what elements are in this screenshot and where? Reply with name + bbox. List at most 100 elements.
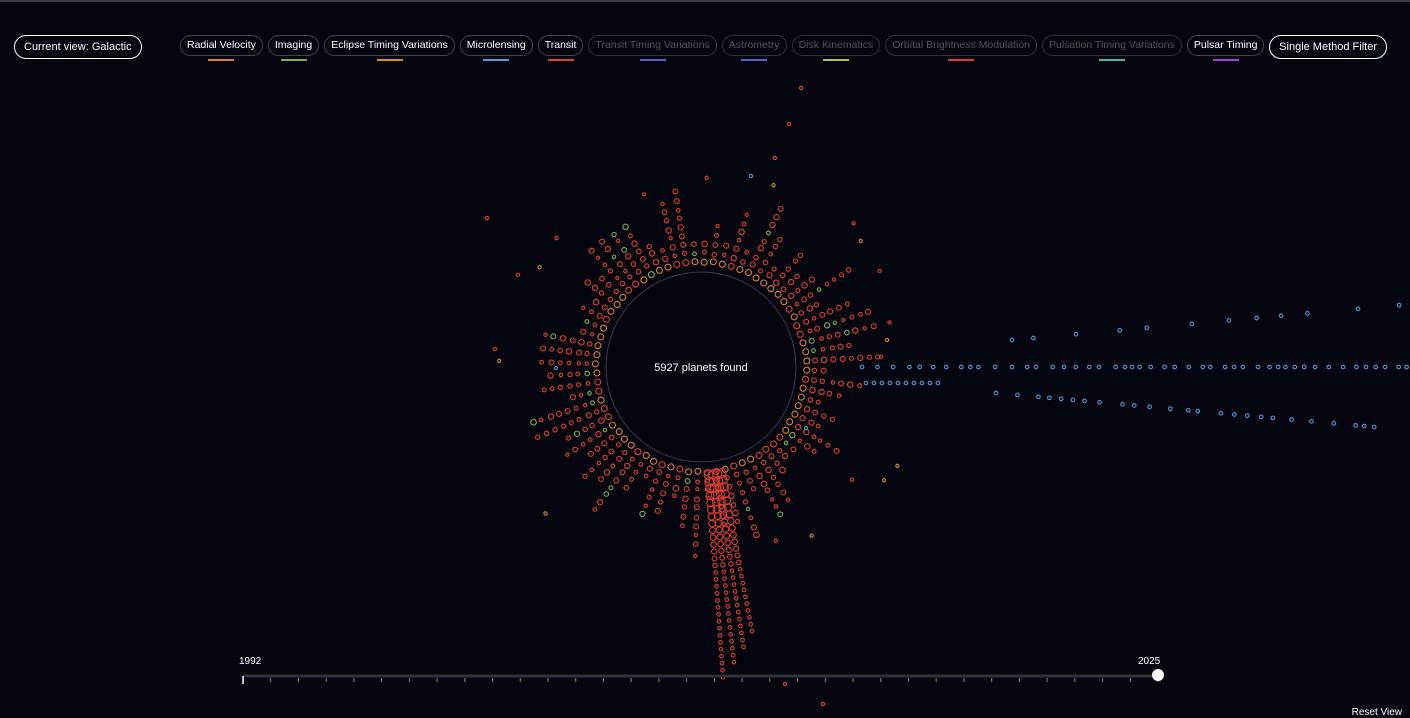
planet: [616, 455, 623, 462]
method-toggle[interactable]: Imaging: [267, 35, 320, 61]
planet: [722, 252, 727, 258]
planet: [622, 449, 628, 456]
planet: [816, 287, 822, 292]
planet: [641, 192, 647, 197]
planet: [660, 490, 667, 497]
planet: [796, 330, 804, 338]
planet: [715, 598, 720, 603]
planet: [627, 441, 635, 449]
planet: [629, 456, 635, 462]
planet: [823, 322, 831, 329]
planet: [716, 619, 722, 624]
planet: [1097, 399, 1102, 405]
planet: [811, 315, 817, 321]
planet: [1371, 424, 1377, 430]
planet: [613, 288, 619, 295]
planet: [1270, 415, 1276, 421]
method-label: Radial Velocity: [187, 39, 256, 51]
planet: [567, 371, 573, 378]
method-label: Transit Timing Variations: [595, 39, 710, 51]
planet: [691, 258, 699, 266]
timeline-handle[interactable]: [1152, 669, 1164, 681]
planet: [584, 279, 591, 286]
planet: [538, 417, 544, 423]
planet: [646, 465, 653, 472]
planet: [1353, 364, 1359, 370]
planet: [713, 577, 719, 582]
method-toggle[interactable]: Pulsation Timing Variations: [1042, 35, 1182, 61]
planet: [587, 450, 594, 457]
planet: [927, 380, 933, 386]
method-label: Pulsar Timing: [1193, 39, 1258, 51]
planet: [605, 281, 612, 288]
method-toggle[interactable]: Astrometry: [721, 35, 787, 61]
planet: [723, 590, 729, 595]
method-swatch: [280, 59, 307, 61]
planet: [862, 326, 867, 331]
method-toggle[interactable]: Microlensing: [459, 35, 533, 61]
planet: [799, 339, 807, 347]
planet: [770, 497, 775, 502]
planet: [825, 442, 831, 448]
planet: [732, 589, 738, 594]
planet: [782, 681, 788, 687]
planet: [857, 311, 863, 317]
reset-button[interactable]: Reset View: [1351, 707, 1402, 718]
planet: [788, 292, 795, 299]
planet: [534, 434, 541, 440]
planet: [661, 209, 668, 216]
filter-button[interactable]: Single Method Filter: [1269, 35, 1387, 59]
planet: [578, 338, 585, 346]
planet: [627, 233, 633, 239]
planet: [615, 442, 621, 448]
planet: [704, 175, 709, 180]
planet: [712, 562, 718, 569]
method-toggle[interactable]: Radial Velocity: [180, 35, 263, 61]
planet: [866, 354, 873, 360]
method-toggle[interactable]: Pulsar Timing: [1186, 35, 1265, 61]
method-toggle[interactable]: Disk Kinematics: [791, 35, 881, 61]
planet: [693, 504, 700, 511]
planet: [875, 364, 880, 370]
planet: [729, 531, 737, 539]
planet: [760, 480, 768, 488]
planet: [783, 440, 789, 446]
planet: [649, 457, 658, 465]
planet: [575, 382, 582, 388]
planet: [552, 427, 558, 433]
planet: [672, 485, 680, 492]
planet: [716, 612, 721, 617]
method-swatch: [1212, 59, 1239, 61]
planet: [704, 476, 715, 487]
planet: [741, 644, 746, 650]
method-toggle[interactable]: Transit: [537, 35, 584, 61]
planet: [708, 476, 719, 487]
view-button[interactable]: Current view: Galactic: [14, 35, 142, 59]
method-label: Imaging: [274, 39, 313, 51]
timeline-start: 1992: [239, 656, 262, 667]
method-toggle[interactable]: Eclipse Timing Variations: [324, 35, 455, 61]
planet: [730, 254, 737, 262]
planet: [584, 361, 589, 366]
planet: [794, 301, 799, 307]
planet: [808, 276, 815, 283]
planet: [794, 273, 800, 280]
method-label: Eclipse Timing Variations: [331, 39, 448, 51]
planet: [596, 313, 603, 320]
planet: [747, 477, 753, 484]
planet: [1267, 364, 1272, 370]
method-toggle[interactable]: Transit Timing Variations: [588, 35, 717, 61]
planet: [907, 364, 912, 370]
planet: [857, 383, 863, 389]
planet: [623, 268, 628, 274]
planet: [601, 304, 608, 311]
planet: [741, 587, 747, 593]
planet: [656, 469, 663, 476]
planet: [633, 469, 639, 475]
planet: [673, 260, 681, 269]
planet: [809, 533, 814, 538]
planet: [859, 364, 865, 370]
planet: [795, 288, 801, 294]
method-toggle[interactable]: Orbital Brightness Modulation: [885, 35, 1037, 61]
planet: [1147, 404, 1153, 410]
